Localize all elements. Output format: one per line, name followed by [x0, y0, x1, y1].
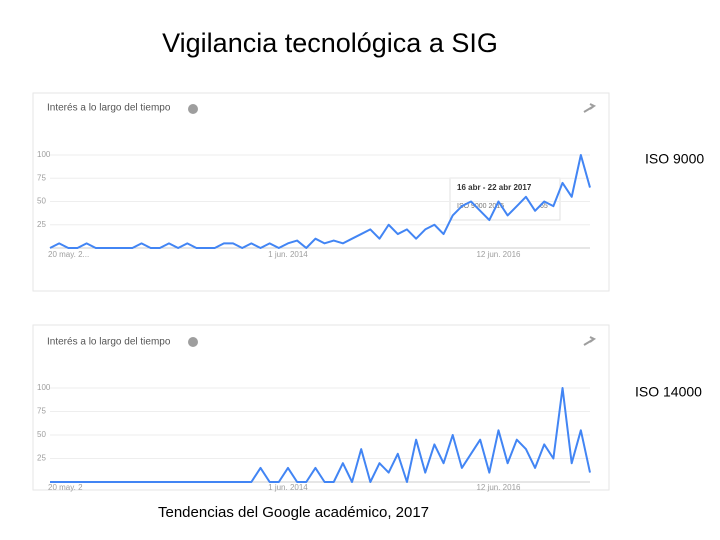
- x-tick-label: 1 jun. 2014: [268, 483, 308, 492]
- panel-header: Interés a lo largo del tiempo: [47, 337, 171, 348]
- y-tick-label: 75: [37, 407, 46, 416]
- x-tick-label: 20 may. 2: [48, 483, 83, 492]
- y-tick-label: 50: [37, 197, 46, 206]
- x-tick-label: 20 may. 2...: [48, 250, 89, 259]
- y-tick-label: 75: [37, 173, 46, 182]
- y-tick-label: 100: [37, 383, 51, 392]
- panel: [32, 324, 610, 491]
- y-tick-label: 25: [37, 220, 46, 229]
- x-tick-label: 1 jun. 2014: [268, 250, 308, 259]
- caption: Tendencias del Google académico, 2017: [158, 504, 429, 521]
- series-line: [50, 387, 591, 483]
- help-icon[interactable]: [188, 337, 198, 347]
- share-icon[interactable]: [583, 103, 597, 113]
- series-label: ISO 14000: [635, 384, 702, 400]
- y-tick-label: 50: [37, 430, 46, 439]
- y-tick-label: 100: [37, 150, 51, 159]
- tooltip-series: ISO 9000 2015: [457, 203, 504, 210]
- tooltip-date: 16 abr - 22 abr 2017: [457, 183, 532, 192]
- slide-title: Vigilancia tecnológica a SIG: [162, 28, 498, 58]
- x-tick-label: 12 jun. 2016: [476, 250, 521, 259]
- y-tick-label: 25: [37, 454, 46, 463]
- help-icon[interactable]: [188, 104, 198, 114]
- series-line: [49, 154, 591, 249]
- tooltip-value: 65: [540, 203, 548, 210]
- panel-header: Interés a lo largo del tiempo: [47, 103, 171, 114]
- share-icon[interactable]: [583, 336, 597, 346]
- x-tick-label: 12 jun. 2016: [476, 483, 521, 492]
- series-label: ISO 9000: [645, 151, 704, 167]
